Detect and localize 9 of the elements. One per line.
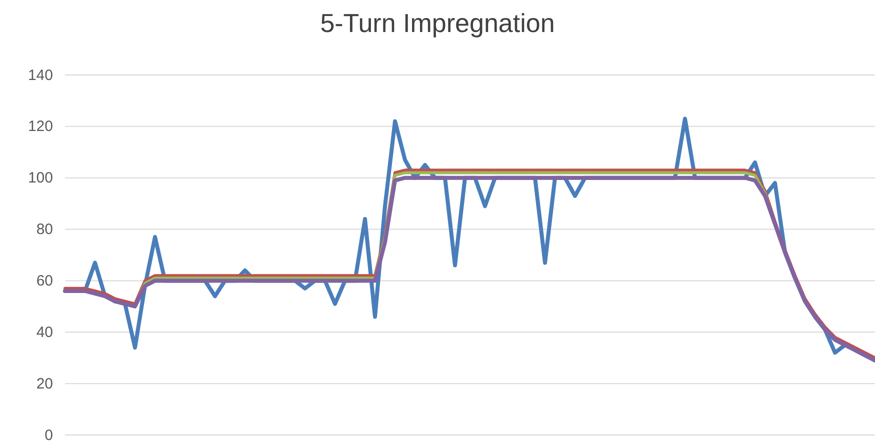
y-tick-label: 100 xyxy=(28,170,53,187)
y-tick-label: 0 xyxy=(44,426,53,443)
y-tick-label: 140 xyxy=(28,66,53,84)
y-tick-label: 120 xyxy=(28,118,53,136)
y-tick-label: 40 xyxy=(36,324,53,341)
y-tick-label: 80 xyxy=(36,221,53,238)
chart-title: 5-Turn Impregnation xyxy=(320,8,555,38)
y-tick-label: 20 xyxy=(36,375,53,392)
y-tick-label: 60 xyxy=(36,272,53,290)
